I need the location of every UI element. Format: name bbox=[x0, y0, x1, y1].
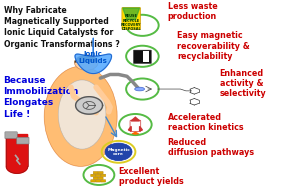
Text: Magnetic
core: Magnetic core bbox=[107, 148, 130, 156]
Circle shape bbox=[74, 55, 98, 70]
Polygon shape bbox=[6, 135, 28, 173]
Polygon shape bbox=[128, 126, 131, 131]
Text: REUSE
RECYCLE
RECOVERY
DISPOSAL: REUSE RECYCLE RECOVERY DISPOSAL bbox=[121, 14, 142, 31]
Text: Because
Immobilization
Elongates
Life !: Because Immobilization Elongates Life ! bbox=[3, 76, 79, 119]
FancyBboxPatch shape bbox=[133, 50, 151, 64]
Polygon shape bbox=[76, 97, 103, 114]
FancyBboxPatch shape bbox=[93, 177, 98, 179]
Polygon shape bbox=[140, 126, 142, 131]
FancyBboxPatch shape bbox=[101, 180, 106, 182]
FancyBboxPatch shape bbox=[17, 137, 29, 144]
FancyBboxPatch shape bbox=[143, 51, 149, 62]
Polygon shape bbox=[123, 8, 140, 20]
FancyBboxPatch shape bbox=[96, 180, 101, 182]
Text: Why Fabricate
Magnetically Supported
Ionic Liquid Catalysts for
Organic Transfor: Why Fabricate Magnetically Supported Ion… bbox=[3, 6, 119, 49]
FancyBboxPatch shape bbox=[130, 120, 141, 132]
Text: Enhanced
activity &
selectivity: Enhanced activity & selectivity bbox=[220, 69, 266, 98]
FancyBboxPatch shape bbox=[91, 174, 96, 177]
FancyBboxPatch shape bbox=[122, 8, 140, 29]
Text: Accelerated
reaction kinetics: Accelerated reaction kinetics bbox=[168, 113, 243, 132]
Ellipse shape bbox=[135, 87, 144, 91]
Text: Less waste
production: Less waste production bbox=[168, 2, 217, 21]
Ellipse shape bbox=[58, 80, 106, 149]
Wedge shape bbox=[131, 132, 139, 135]
FancyBboxPatch shape bbox=[96, 174, 101, 177]
FancyBboxPatch shape bbox=[5, 132, 17, 139]
FancyBboxPatch shape bbox=[98, 177, 103, 179]
Wedge shape bbox=[74, 55, 98, 63]
FancyBboxPatch shape bbox=[101, 174, 106, 177]
Polygon shape bbox=[75, 38, 112, 74]
Ellipse shape bbox=[44, 66, 117, 166]
Text: Ionic
Liquids: Ionic Liquids bbox=[79, 51, 108, 64]
Text: Reduced
diffusion pathways: Reduced diffusion pathways bbox=[168, 138, 254, 157]
Circle shape bbox=[105, 143, 132, 161]
FancyBboxPatch shape bbox=[93, 171, 98, 174]
FancyBboxPatch shape bbox=[91, 180, 96, 182]
Polygon shape bbox=[131, 117, 140, 121]
Text: Excellent
product yields: Excellent product yields bbox=[118, 167, 183, 186]
FancyBboxPatch shape bbox=[98, 171, 103, 174]
Text: Easy magnetic
recoverability &
recyclability: Easy magnetic recoverability & recyclabi… bbox=[177, 31, 250, 61]
